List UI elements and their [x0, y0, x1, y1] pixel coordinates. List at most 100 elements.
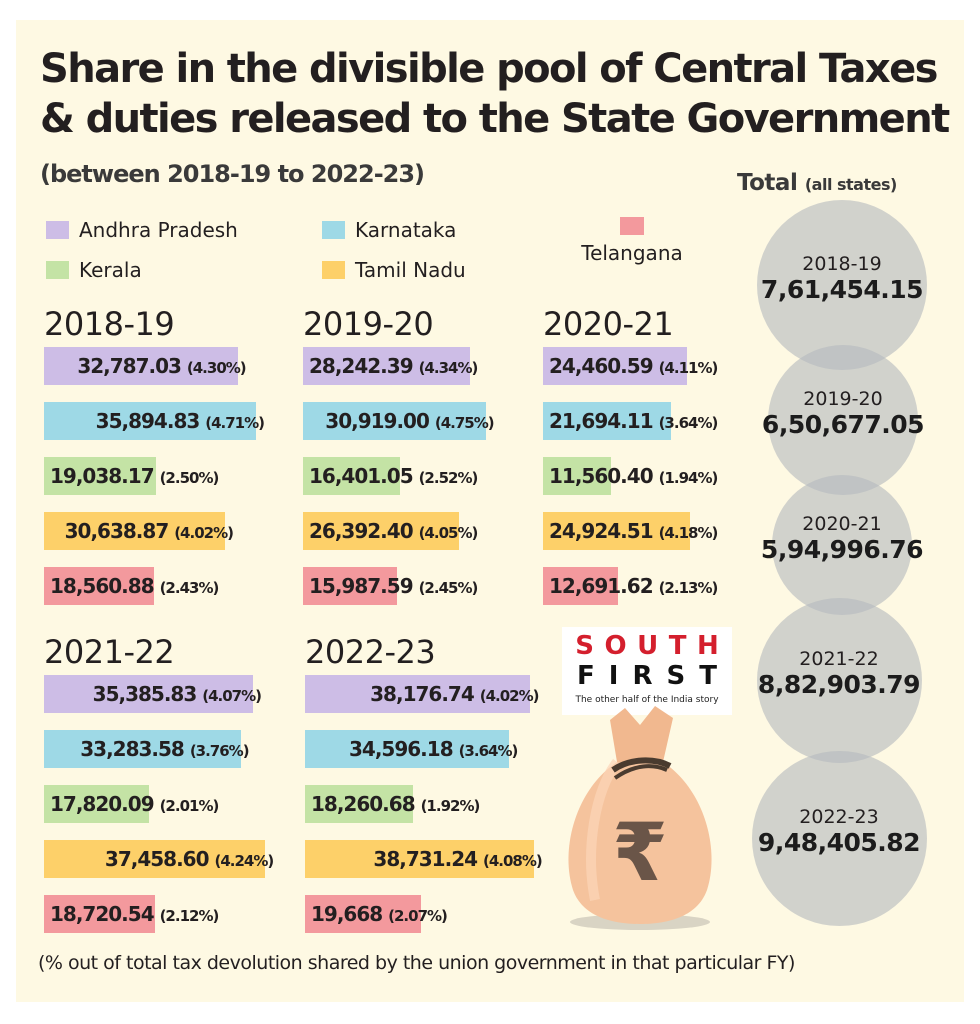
total-value: 6,50,677.05	[761, 410, 925, 439]
bar-percent: (3.64%)	[658, 414, 719, 432]
logo-line-south: S O U T H	[562, 631, 732, 661]
bar-percent: (2.12%)	[159, 907, 220, 925]
legend-item-tamil-nadu: Tamil Nadu	[322, 258, 466, 282]
bar-percent: (4.02%)	[479, 687, 540, 705]
south-first-logo: S O U T H F I R S T The other half of th…	[562, 627, 732, 715]
logo-letter: F	[577, 661, 595, 691]
total-value: 9,48,405.82	[757, 828, 921, 857]
bar-value-label: 26,392.40 (4.05%)	[309, 512, 479, 550]
legend-item-andhra-pradesh: Andhra Pradesh	[46, 218, 238, 242]
bar-percent: (2.43%)	[159, 579, 220, 597]
total-circle	[768, 345, 918, 495]
bar-tamil-nadu	[44, 840, 266, 878]
bar-value-label: 17,820.09 (2.01%)	[50, 785, 219, 823]
bar-percent: (4.18%)	[658, 524, 719, 542]
year-label: 2020-21	[543, 305, 674, 343]
bar-kerala	[303, 457, 400, 495]
bar-value: 37,458.60	[104, 847, 215, 871]
total-year: 2019-20	[803, 388, 883, 410]
total-header-label: Total	[737, 170, 798, 196]
legend-swatch	[620, 217, 644, 235]
total-year: 2020-21	[802, 513, 882, 535]
footnote: (% out of total tax devolution shared by…	[38, 952, 795, 974]
legend-swatch	[46, 261, 69, 279]
logo-letter: H	[696, 631, 719, 661]
bar-percent: (3.76%)	[189, 742, 250, 760]
bar-tamil-nadu	[305, 840, 534, 878]
total-year: 2022-23	[799, 806, 879, 828]
bar-karnataka	[305, 730, 510, 768]
bar-value-label: 30,919.00 (4.75%)	[325, 402, 494, 440]
bar-kerala	[305, 785, 413, 823]
bar-value: 38,176.74	[370, 682, 480, 706]
legend-item-karnataka: Karnataka	[322, 218, 456, 242]
bar-percent: (4.08%)	[483, 852, 543, 870]
bar-value: 19,668	[311, 902, 389, 926]
bar-value-label: 18,720.54 (2.12%)	[50, 895, 220, 933]
legend-label: Karnataka	[355, 218, 457, 242]
bar-andhra-pradesh	[543, 347, 688, 385]
bar-value: 34,596.18	[349, 737, 459, 761]
bar-percent: (1.92%)	[420, 797, 481, 815]
bar-value-label: 19,038.17 (2.50%)	[50, 457, 219, 495]
logo-letter: T	[668, 631, 687, 661]
bar-value-label: 37,458.60 (4.24%)	[104, 840, 274, 878]
bar-value: 28,242.39	[309, 354, 419, 378]
bar-value-label: 33,283.58 (3.76%)	[80, 730, 250, 768]
bar-kerala	[44, 785, 150, 823]
bag-neck	[610, 706, 673, 762]
bar-karnataka	[543, 402, 672, 440]
bar-percent: (4.71%)	[205, 414, 265, 432]
bar-percent: (2.52%)	[418, 469, 479, 487]
bar-value-label: 18,260.68 (1.92%)	[311, 785, 481, 823]
bar-andhra-pradesh	[305, 675, 531, 713]
total-header-sub: (all states)	[804, 175, 897, 194]
bar-value-label: 28,242.39 (4.34%)	[309, 347, 479, 385]
logo-line-first: F I R S T	[562, 661, 732, 691]
bar-percent: (4.34%)	[418, 359, 479, 377]
bar-percent: (1.94%)	[658, 469, 719, 487]
logo-letter: T	[699, 661, 717, 691]
year-label: 2019-20	[303, 305, 434, 343]
bar-percent: (4.05%)	[418, 524, 479, 542]
total-year: 2018-19	[802, 253, 882, 275]
total-circle	[757, 200, 927, 370]
bar-value-label: 24,460.59 (4.11%)	[549, 347, 718, 385]
logo-letter: O	[604, 631, 627, 661]
bar-value: 38,731.24	[373, 847, 483, 871]
bar-percent: (4.30%)	[186, 359, 247, 377]
bar-andhra-pradesh	[44, 675, 253, 713]
bar-value: 19,038.17	[50, 464, 160, 488]
year-label: 2018-19	[44, 305, 175, 343]
money-bag-rupee-icon: ₹	[568, 706, 712, 930]
bar-value-label: 11,560.40 (1.94%)	[549, 457, 719, 495]
bar-value: 33,283.58	[80, 737, 190, 761]
bar-value-label: 38,176.74 (4.02%)	[370, 675, 540, 713]
bar-percent: (4.02%)	[174, 524, 234, 542]
bar-value-label: 30,638.87 (4.02%)	[65, 512, 234, 550]
bag-rope	[611, 757, 672, 773]
logo-letter: S	[666, 661, 686, 691]
bar-percent: (3.64%)	[458, 742, 519, 760]
total-circle-text: 2019-20 6,50,677.05	[743, 388, 943, 439]
bar-value-label: 12,691.62 (2.13%)	[549, 567, 718, 605]
total-value: 5,94,996.76	[760, 535, 924, 564]
total-circle-text: 2018-19 7,61,454.15	[742, 253, 942, 304]
total-value: 7,61,454.15	[760, 275, 924, 304]
bar-value: 32,787.03	[77, 354, 187, 378]
logo-letter: R	[632, 661, 653, 691]
legend-label: Andhra Pradesh	[79, 218, 238, 242]
bar-value: 15,987.59	[309, 574, 419, 598]
bar-tamil-nadu	[543, 512, 691, 550]
bar-value-label: 16,401.05 (2.52%)	[309, 457, 479, 495]
bar-percent: (4.07%)	[202, 687, 262, 705]
bar-tamil-nadu	[44, 512, 225, 550]
bar-percent: (4.24%)	[214, 852, 274, 870]
total-year: 2021-22	[799, 648, 879, 670]
bar-value-label: 24,924.51 (4.18%)	[549, 512, 719, 550]
bar-karnataka	[44, 402, 256, 440]
bar-value: 18,260.68	[311, 792, 421, 816]
bar-value-label: 35,894.83 (4.71%)	[96, 402, 265, 440]
bar-value-label: 34,596.18 (3.64%)	[349, 730, 519, 768]
logo-letter: I	[608, 661, 619, 691]
